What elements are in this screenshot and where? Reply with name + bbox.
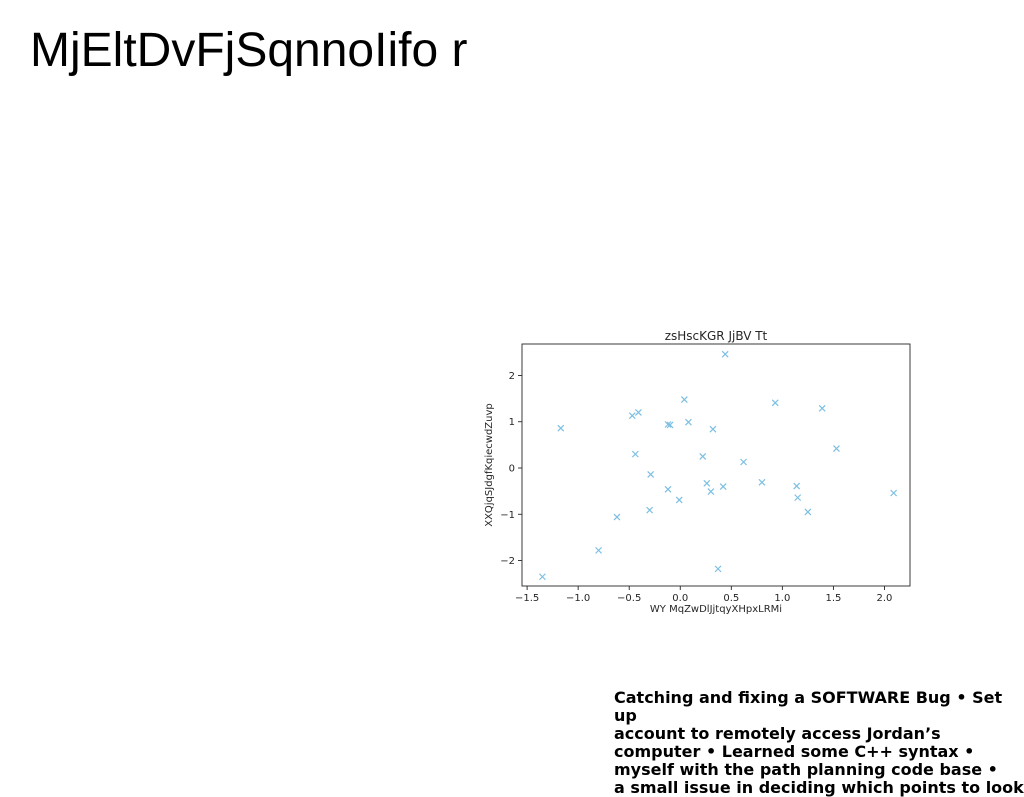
data-point	[703, 479, 711, 487]
data-point	[719, 483, 727, 490]
plot-frame	[521, 343, 911, 587]
x-tick-label: 1.5	[825, 593, 841, 604]
data-point	[833, 445, 840, 452]
page-title: MjEltDvFjSqnnoIifo r	[30, 24, 468, 77]
body-text: Catching and fixing a SOFTWARE Bug • Set…	[614, 688, 1024, 797]
x-axis-label: WY MqZwDlJjtqyXHpxLRMi	[650, 604, 782, 615]
data-point	[675, 496, 683, 504]
data-point	[818, 404, 826, 412]
data-point	[793, 482, 801, 490]
data-point	[721, 350, 729, 358]
data-point	[613, 513, 621, 521]
plot-area: −1.5 −1.0 −0.5 0.0 0.5 1.0 1.5 2.0 −2 −1 0 1 2	[500, 343, 911, 604]
data-point	[628, 412, 636, 420]
x-tick-label: 2.0	[877, 593, 893, 604]
y-tick-label: 2	[509, 371, 515, 382]
data-point	[634, 409, 642, 416]
data-point	[714, 565, 722, 573]
data-point	[699, 453, 707, 460]
data-point	[538, 573, 546, 581]
y-tick-label: 1	[509, 417, 515, 428]
data-point	[646, 506, 654, 514]
x-tick-label: 0.5	[723, 593, 739, 604]
data-point	[557, 424, 565, 432]
data-point	[595, 546, 603, 554]
y-tick-label: −2	[500, 556, 515, 567]
data-point	[804, 508, 812, 516]
data-point	[664, 421, 672, 428]
data-point	[740, 458, 747, 466]
x-tick-label: −1.5	[515, 593, 539, 604]
data-point	[707, 488, 715, 496]
data-point	[758, 478, 766, 486]
data-point	[664, 485, 672, 493]
data-point	[631, 450, 639, 458]
chart-title: zsHscKGR JjBV Tt	[665, 329, 768, 343]
x-tick-label: 1.0	[774, 593, 790, 604]
data-point	[771, 399, 779, 407]
data-point	[709, 425, 717, 433]
data-point	[666, 421, 674, 429]
data-point	[685, 418, 692, 426]
data-point	[794, 494, 802, 502]
data-point	[647, 471, 655, 478]
data-point	[890, 489, 898, 497]
scatter-chart: zsHscKGR JjBV Tt −1.5 −1.0 −0.5 0.0 0.5 1.0 1.…	[484, 329, 911, 615]
y-axis-label: XXQjqSJdgfKqiecwdZuvp	[484, 403, 495, 527]
y-tick-label: −1	[500, 510, 515, 521]
x-tick-label: −0.5	[617, 593, 641, 604]
y-tick-label: 0	[509, 464, 515, 475]
x-tick-label: 0.0	[672, 593, 688, 604]
data-point	[680, 396, 688, 403]
x-tick-label: −1.0	[566, 593, 590, 604]
